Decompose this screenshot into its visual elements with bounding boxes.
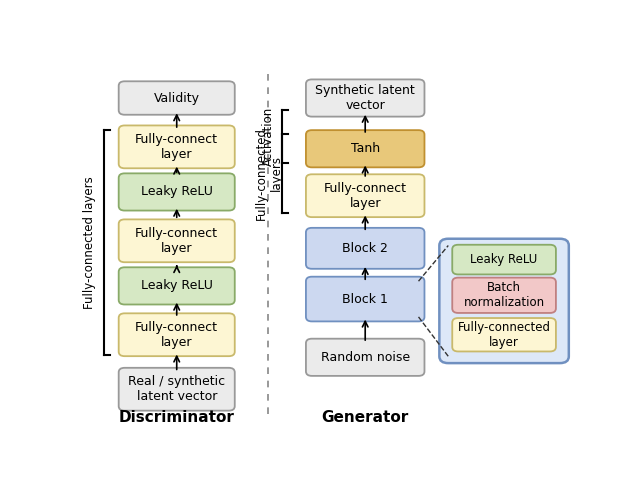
FancyBboxPatch shape — [452, 245, 556, 274]
FancyBboxPatch shape — [439, 239, 569, 363]
Text: Fully-connect
layer: Fully-connect layer — [135, 227, 218, 255]
Text: Validity: Validity — [154, 92, 200, 104]
Text: Tanh: Tanh — [351, 142, 380, 155]
FancyBboxPatch shape — [118, 81, 235, 115]
FancyBboxPatch shape — [118, 368, 235, 410]
FancyBboxPatch shape — [118, 125, 235, 168]
FancyBboxPatch shape — [306, 174, 424, 217]
Text: Fully-connected layers: Fully-connected layers — [83, 176, 97, 309]
Text: Batch
normalization: Batch normalization — [463, 281, 545, 309]
Text: Leaky ReLU: Leaky ReLU — [141, 185, 212, 199]
Text: Real / synthetic
latent vector: Real / synthetic latent vector — [128, 375, 225, 403]
FancyBboxPatch shape — [452, 278, 556, 313]
Text: Random noise: Random noise — [321, 351, 410, 364]
Text: Activation: Activation — [262, 107, 275, 166]
Text: Generator: Generator — [321, 410, 409, 425]
Text: Fully-connected
layer: Fully-connected layer — [458, 321, 550, 349]
Text: Fully-connect
layer: Fully-connect layer — [135, 321, 218, 349]
FancyBboxPatch shape — [306, 80, 424, 117]
Text: Block 1: Block 1 — [342, 292, 388, 305]
FancyBboxPatch shape — [118, 267, 235, 305]
Text: Leaky ReLU: Leaky ReLU — [141, 280, 212, 292]
FancyBboxPatch shape — [306, 228, 424, 269]
Text: Fully-connected
layers: Fully-connected layers — [255, 127, 282, 220]
FancyBboxPatch shape — [306, 130, 424, 167]
FancyBboxPatch shape — [118, 313, 235, 356]
FancyBboxPatch shape — [452, 318, 556, 351]
Text: Block 2: Block 2 — [342, 242, 388, 255]
Text: Leaky ReLU: Leaky ReLU — [470, 253, 538, 266]
Text: Synthetic latent
vector: Synthetic latent vector — [316, 84, 415, 112]
Text: Discriminator: Discriminator — [119, 410, 235, 425]
Text: Fully-connect
layer: Fully-connect layer — [135, 133, 218, 161]
FancyBboxPatch shape — [306, 277, 424, 322]
Text: Fully-connect
layer: Fully-connect layer — [324, 182, 406, 210]
FancyBboxPatch shape — [118, 173, 235, 210]
FancyBboxPatch shape — [306, 339, 424, 376]
FancyBboxPatch shape — [118, 220, 235, 262]
